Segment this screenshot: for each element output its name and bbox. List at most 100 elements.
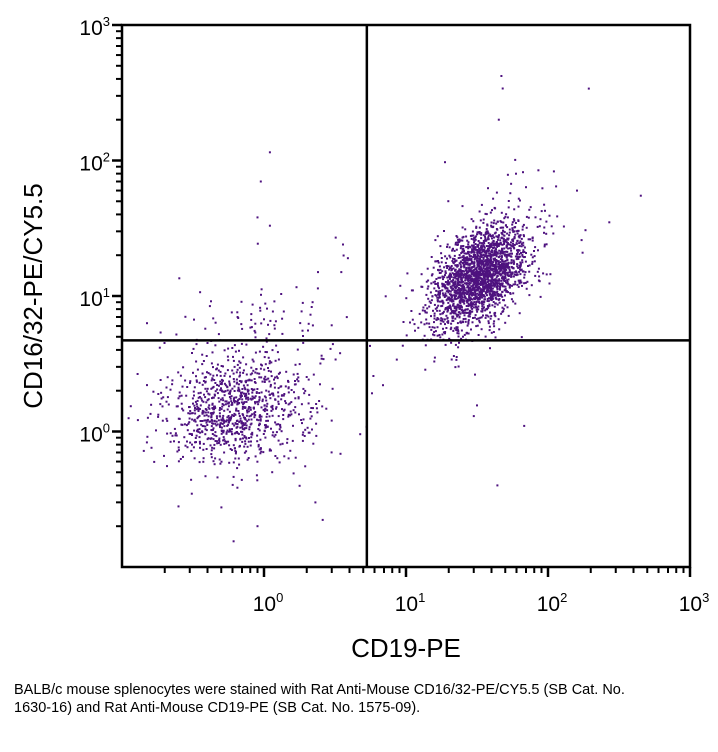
data-point (506, 243, 509, 246)
data-point (516, 232, 519, 235)
data-point (201, 363, 204, 366)
data-point (515, 273, 518, 276)
data-point (460, 309, 463, 311)
data-point (240, 401, 243, 404)
data-point (256, 400, 259, 403)
data-point (448, 305, 451, 308)
data-point (220, 432, 223, 435)
data-point (434, 283, 437, 285)
data-point (512, 242, 514, 245)
data-point (472, 280, 475, 283)
data-point (456, 264, 459, 267)
data-point (181, 423, 184, 426)
data-point (517, 249, 520, 251)
data-point (483, 245, 486, 248)
x-tick-label: 100 (253, 590, 284, 616)
data-point (464, 277, 467, 280)
data-point (223, 390, 226, 393)
data-point (439, 291, 441, 294)
data-point (252, 388, 255, 391)
data-point (266, 307, 268, 310)
data-point (497, 262, 500, 265)
data-point (236, 311, 239, 314)
data-point (480, 244, 483, 247)
data-point (251, 372, 254, 375)
data-point (541, 187, 544, 190)
data-point (552, 170, 555, 173)
data-point (236, 401, 239, 404)
data-point (210, 362, 213, 365)
data-point (417, 326, 420, 329)
data-point (490, 299, 493, 302)
data-point (204, 380, 207, 383)
data-point (196, 417, 199, 420)
data-point (171, 379, 174, 382)
data-point (476, 292, 479, 295)
data-point (483, 270, 486, 273)
data-point (193, 386, 196, 389)
data-point (198, 396, 201, 398)
data-point (467, 285, 470, 288)
data-point (450, 298, 453, 301)
data-point (487, 234, 490, 237)
data-point (552, 232, 555, 235)
data-point (519, 234, 522, 237)
data-point (311, 324, 314, 327)
data-point (505, 256, 508, 259)
data-point (496, 235, 499, 238)
data-point (477, 263, 480, 266)
data-point (523, 424, 526, 427)
data-point (459, 302, 462, 305)
data-point (490, 282, 493, 285)
data-point (289, 414, 292, 417)
data-point (455, 327, 458, 329)
data-point (439, 290, 442, 292)
data-point (256, 388, 259, 390)
data-point (451, 260, 454, 262)
data-point (258, 350, 261, 353)
data-point (467, 270, 470, 273)
data-point (300, 419, 303, 421)
data-point (287, 403, 290, 406)
data-point (219, 426, 222, 429)
data-point (298, 484, 301, 487)
data-point (475, 284, 478, 287)
data-point (205, 355, 208, 357)
data-point (238, 415, 241, 417)
data-point (246, 445, 249, 448)
data-point (246, 384, 249, 387)
data-point (475, 269, 478, 272)
data-point (449, 266, 452, 269)
data-point (236, 486, 239, 489)
data-point (166, 432, 169, 435)
data-point (242, 384, 245, 387)
data-point (492, 253, 495, 256)
data-point (247, 398, 250, 401)
data-point (267, 367, 269, 369)
data-point (183, 423, 186, 426)
data-point (204, 425, 207, 428)
data-point (550, 225, 553, 228)
data-point (467, 299, 470, 302)
data-point (465, 266, 468, 269)
data-point (212, 427, 215, 430)
data-point (477, 280, 480, 283)
data-point (214, 390, 217, 393)
data-point (505, 281, 507, 284)
data-point (454, 305, 457, 308)
data-point (293, 391, 295, 394)
data-point (490, 288, 492, 291)
data-point (242, 437, 244, 440)
data-point (488, 329, 491, 332)
data-point (493, 305, 496, 308)
data-point (459, 266, 462, 269)
data-point (452, 284, 455, 286)
data-point (270, 449, 272, 452)
data-point (464, 279, 467, 282)
data-point (446, 283, 449, 286)
data-point (448, 276, 451, 279)
data-point (466, 278, 469, 281)
data-point (465, 275, 468, 278)
data-point (482, 258, 485, 261)
data-point (458, 292, 461, 295)
